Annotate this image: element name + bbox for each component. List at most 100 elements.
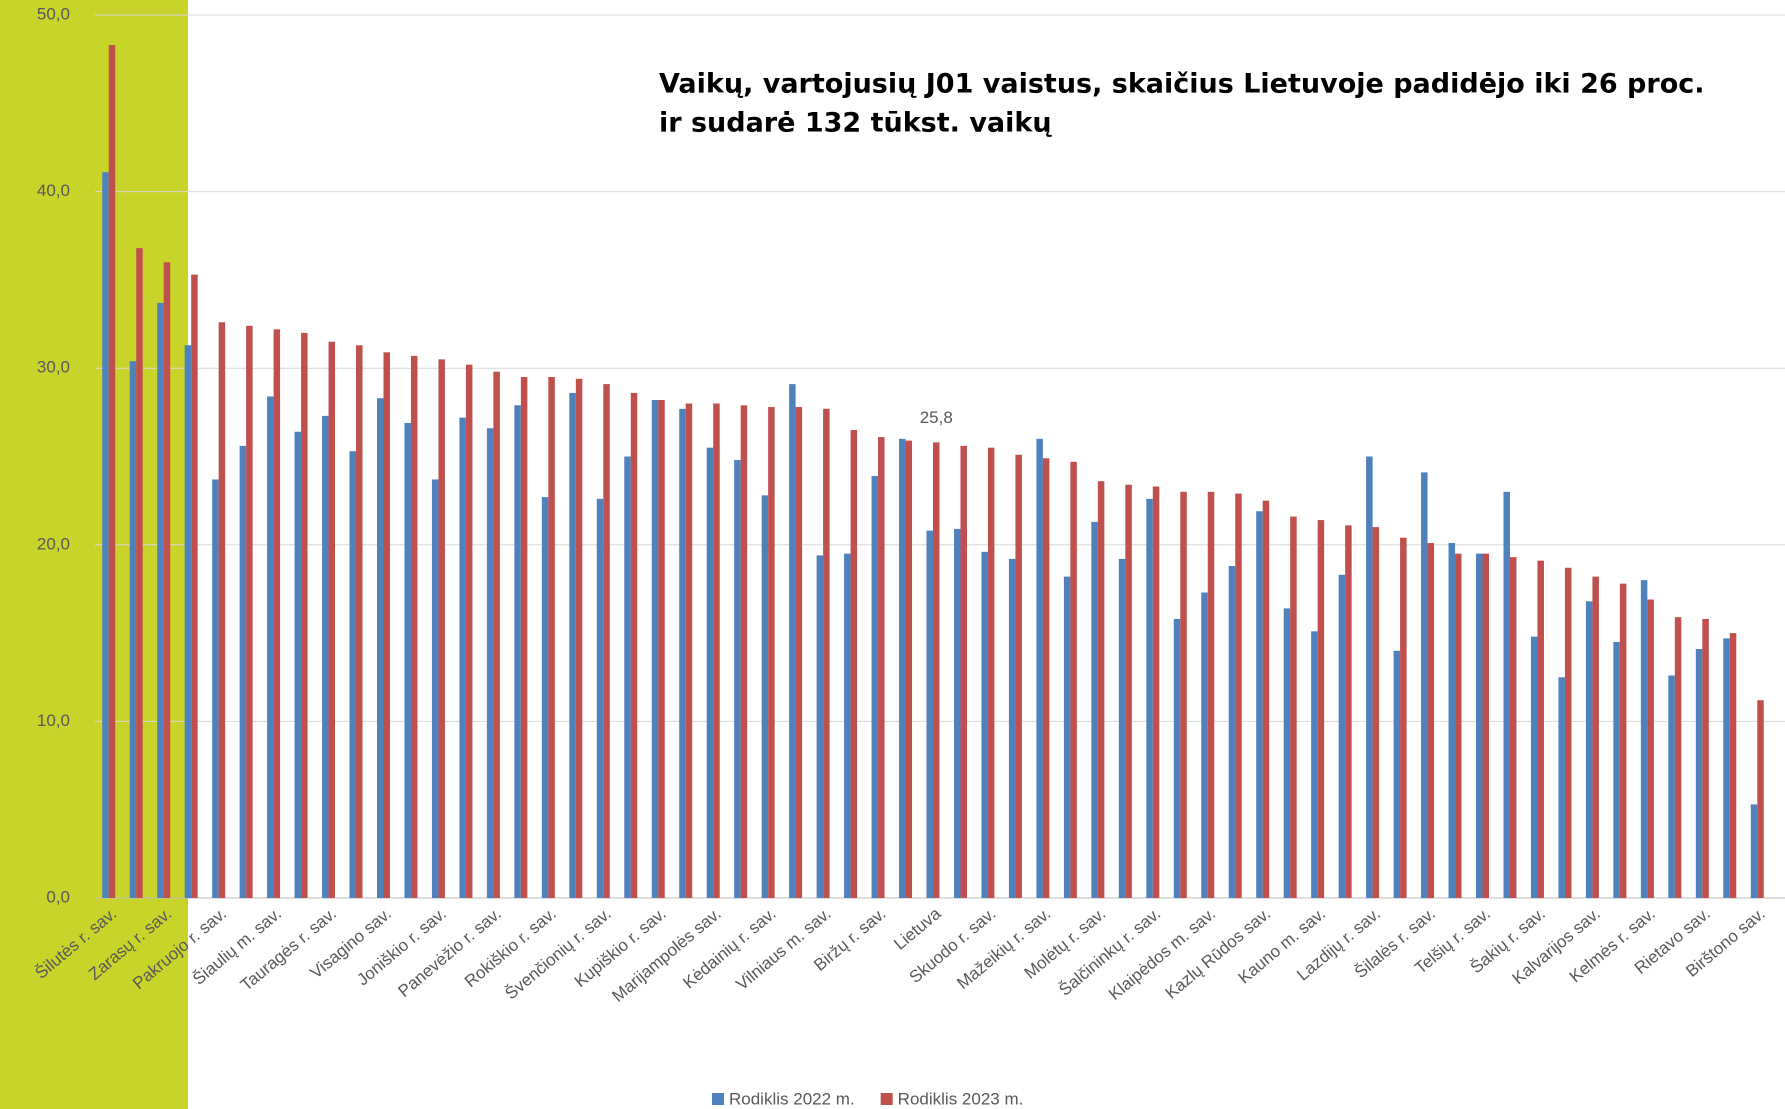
bar (871, 475, 879, 898)
bar (1723, 638, 1730, 898)
bar (679, 408, 686, 898)
bar (459, 417, 466, 898)
bar (768, 407, 775, 898)
y-tick-label: 50,0 (37, 4, 70, 23)
bar (514, 405, 521, 898)
bar (658, 399, 665, 898)
bar (328, 341, 336, 899)
bar (1421, 472, 1428, 898)
bar (706, 447, 714, 898)
bar (1290, 516, 1297, 898)
bar (1008, 558, 1016, 898)
bar (465, 364, 473, 899)
bar (1640, 580, 1648, 898)
chart-title: ir sudarė 132 tūkst. vaikų (659, 108, 1052, 139)
y-tick-label: 10,0 (37, 711, 70, 730)
side-band (0, 0, 188, 1109)
bar (1613, 641, 1620, 898)
bar (246, 325, 253, 898)
bar (273, 329, 281, 898)
bar (1427, 543, 1435, 898)
bar (795, 407, 803, 898)
bar (987, 447, 995, 898)
bar (541, 497, 549, 898)
bar (789, 384, 796, 898)
bar (734, 460, 741, 898)
bar (1729, 633, 1737, 898)
bar (301, 332, 308, 898)
legend-swatch (712, 1093, 724, 1105)
bar (431, 479, 439, 898)
bar (356, 345, 363, 898)
bar (520, 377, 528, 898)
bar (1530, 636, 1538, 898)
bar (1537, 560, 1544, 898)
bar (1146, 498, 1153, 898)
bar (1042, 458, 1050, 898)
bar (102, 172, 109, 898)
bar (823, 408, 830, 898)
bar (651, 399, 659, 898)
y-tick-label: 40,0 (37, 181, 70, 200)
bar (1152, 486, 1160, 898)
bar (383, 352, 390, 898)
value-label: 25,8 (920, 408, 953, 427)
bar (493, 371, 500, 898)
bar (1235, 493, 1242, 898)
bar (630, 392, 638, 898)
bar (404, 422, 411, 898)
bar (1317, 520, 1325, 898)
bar (905, 440, 913, 898)
bar (1262, 500, 1270, 898)
bar (1564, 567, 1572, 898)
bar (953, 528, 961, 898)
bar (844, 553, 851, 898)
bar (1592, 576, 1599, 898)
bar (136, 248, 143, 898)
bar (850, 430, 858, 898)
bar (1695, 648, 1703, 898)
bar (1619, 583, 1627, 898)
bar (1091, 521, 1098, 898)
bar (129, 361, 137, 898)
chart-title: Vaikų, vartojusių J01 vaistus, skaičius … (659, 69, 1705, 100)
bar (1118, 558, 1126, 898)
legend-swatch (880, 1093, 893, 1105)
bar (575, 378, 583, 898)
bar (239, 445, 247, 898)
y-tick-label: 0,0 (46, 887, 70, 906)
bar (322, 415, 329, 898)
bar (933, 442, 940, 898)
bar (899, 438, 906, 898)
bar (1063, 576, 1071, 898)
y-tick-label: 20,0 (37, 534, 70, 553)
x-tick-label: Vilniaus m. sav. (732, 904, 834, 994)
bar (569, 392, 576, 898)
bar (1674, 617, 1682, 898)
bar (878, 437, 885, 898)
bar (1036, 438, 1043, 898)
bar (1070, 461, 1077, 898)
bar (1482, 553, 1490, 898)
bar (1228, 565, 1236, 898)
bar (1173, 618, 1181, 898)
bar (218, 322, 226, 898)
bar (1311, 631, 1318, 898)
bar (163, 262, 171, 898)
x-tick-label: Tauragės r. sav. (237, 904, 340, 995)
bar (1283, 608, 1291, 898)
bar (1256, 511, 1263, 898)
bar (740, 405, 748, 898)
bar (1448, 543, 1456, 898)
bar (713, 403, 720, 898)
bar (816, 555, 824, 898)
bar (1750, 804, 1758, 898)
legend-label: Rodiklis 2023 m. (898, 1089, 1024, 1108)
bar (486, 428, 494, 898)
bar (1757, 700, 1764, 898)
bar (1180, 491, 1187, 898)
bar (1372, 527, 1380, 898)
bar (376, 398, 384, 898)
bar (1097, 481, 1105, 898)
bar (1647, 599, 1654, 898)
